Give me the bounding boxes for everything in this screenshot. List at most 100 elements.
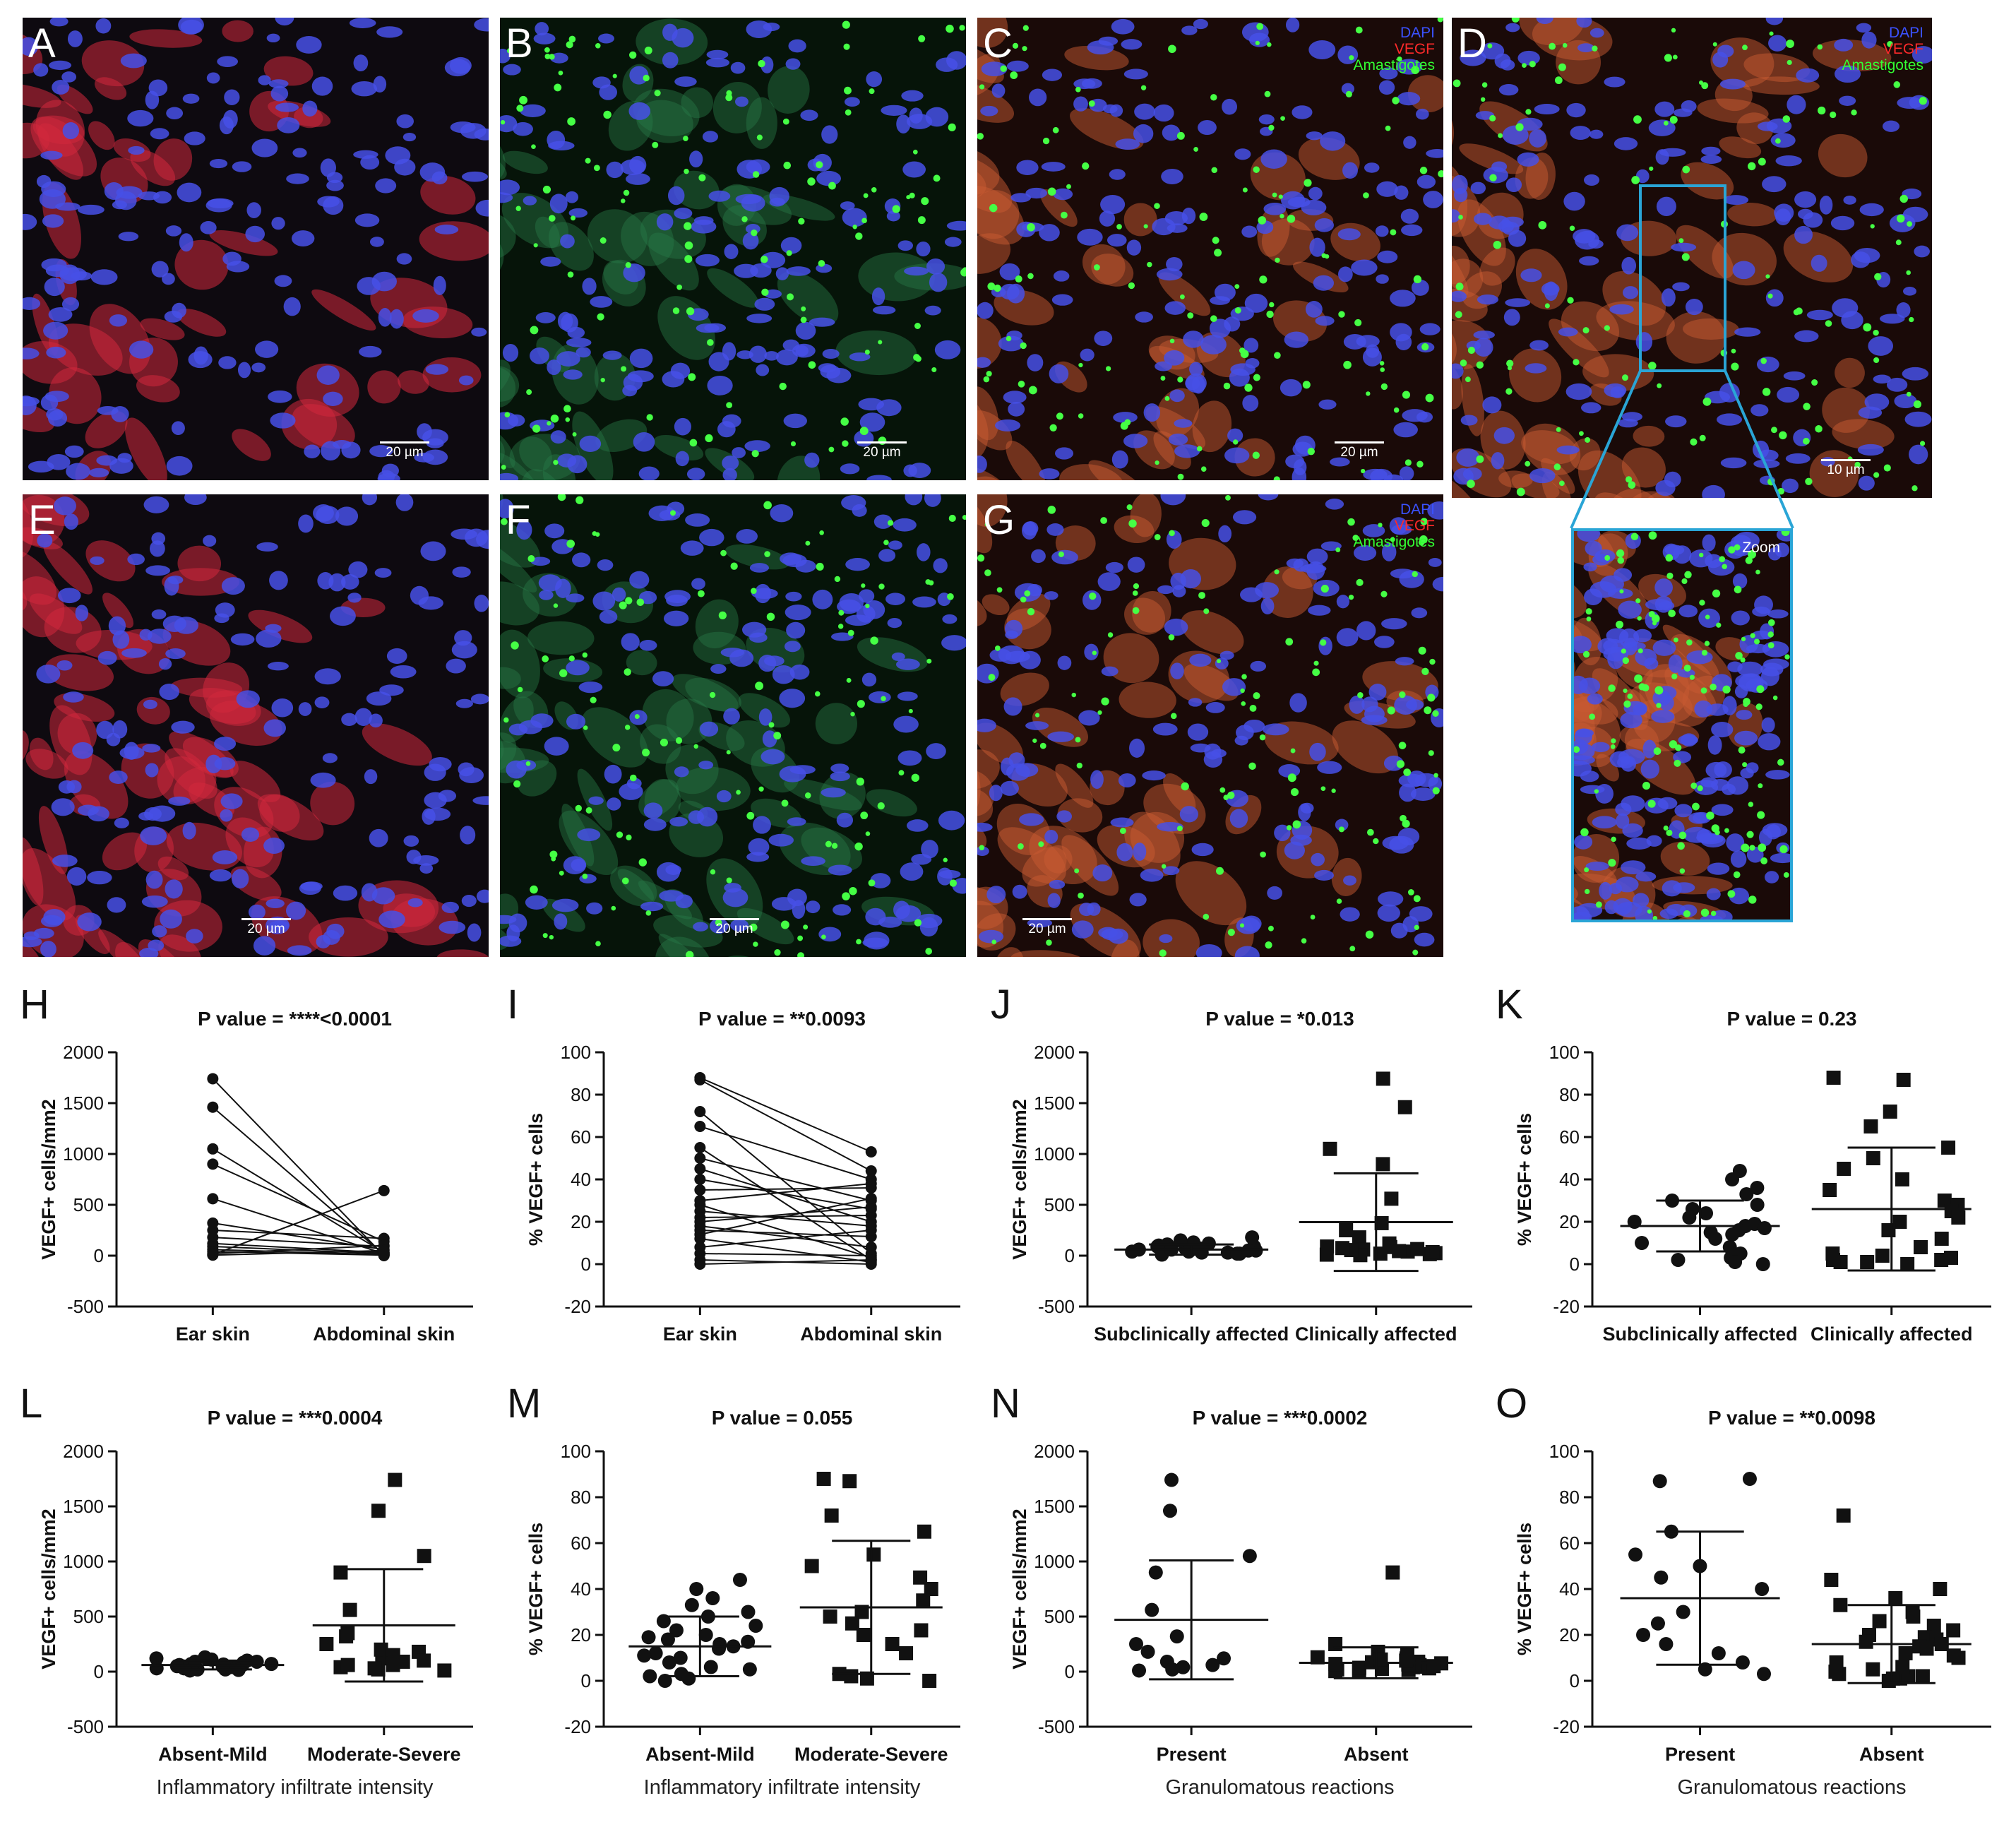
data-point xyxy=(1750,1198,1765,1212)
panel-letter-a: A xyxy=(28,20,56,66)
y-tick-label: -20 xyxy=(1553,1296,1580,1317)
legend-dapi: DAPI xyxy=(1400,501,1435,518)
data-point xyxy=(1164,1472,1179,1487)
data-point xyxy=(1140,1644,1155,1659)
y-tick-label: 60 xyxy=(571,1126,591,1148)
micrograph-panel-f: F 20 µm xyxy=(500,494,966,957)
chart-title: P value = **0.0098 xyxy=(1708,1407,1875,1429)
data-point xyxy=(824,1508,839,1523)
x-tick-label: Present xyxy=(1157,1744,1227,1765)
data-point xyxy=(1895,1172,1909,1186)
x-tick-label: Subclinically affected xyxy=(1094,1323,1289,1345)
y-tick-label: 0 xyxy=(94,1661,104,1682)
data-point xyxy=(741,1605,756,1619)
chart-i: I P value = **0.0093 -20 0 20 40 60 80 100 Ear sk… xyxy=(501,982,982,1374)
data-point xyxy=(916,1593,931,1608)
chart-j: J P value = *0.013 -500 0 500 1000 1500 2000 Sub… xyxy=(985,982,1493,1374)
scale-bar-label: 20 µm xyxy=(715,922,753,936)
data-point xyxy=(367,1661,382,1676)
data-point xyxy=(1906,1609,1921,1624)
data-point xyxy=(1728,1255,1743,1269)
chart-o: O P value = **0.0098 -20 0 20 40 60 80 100 Presen… xyxy=(1490,1381,2012,1822)
chart-svg: O P value = **0.0098 -20 0 20 40 60 80 100 Presen… xyxy=(1496,1381,1991,1799)
y-tick-label: 2000 xyxy=(1034,1441,1075,1462)
scale-bar: 20 µm xyxy=(380,441,429,460)
y-axis-label: % VEGF+ cells xyxy=(1514,1113,1535,1246)
data-point xyxy=(1892,1215,1907,1229)
data-point xyxy=(703,1660,718,1674)
y-tick-label: 80 xyxy=(1559,1084,1580,1105)
chart-title: P value = 0.055 xyxy=(712,1407,853,1429)
channel-legend: DAPI VEGF Amastigotes xyxy=(1353,25,1435,73)
y-tick-label: 40 xyxy=(571,1578,591,1600)
micrograph-panel-c: C DAPI VEGF Amastigotes 20 µm xyxy=(977,18,1443,480)
chart-letter: H xyxy=(20,982,49,1028)
data-point xyxy=(1914,1240,1928,1254)
data-point xyxy=(1400,1648,1414,1662)
data-point xyxy=(845,1616,859,1631)
data-point xyxy=(1650,1616,1665,1631)
chart-title: P value = *0.013 xyxy=(1205,1008,1354,1030)
data-point xyxy=(207,1193,219,1205)
scale-bar: 10 µm xyxy=(1821,459,1871,478)
x-tick-label: Subclinically affected xyxy=(1603,1323,1798,1345)
y-tick-label: -20 xyxy=(1553,1716,1580,1737)
legend-vegf: VEGF xyxy=(1394,518,1435,534)
data-point xyxy=(816,1472,831,1486)
data-point xyxy=(1310,1650,1325,1665)
data-point xyxy=(865,1210,877,1221)
data-point xyxy=(1708,1232,1723,1246)
chart-letter: N xyxy=(991,1381,1020,1427)
x-tick-label: Absent-Mild xyxy=(645,1744,755,1765)
data-point xyxy=(1828,1665,1843,1679)
micrograph-texture xyxy=(977,494,1443,957)
micrograph-texture xyxy=(977,18,1443,480)
data-point xyxy=(694,1153,706,1164)
chart-letter: O xyxy=(1496,1381,1527,1427)
y-tick-label: 2000 xyxy=(1034,1042,1075,1063)
chart-svg: H P value = ****<0.0001 -500 0 500 1000 1500 20… xyxy=(20,982,473,1345)
data-point xyxy=(641,1630,656,1645)
pair-line xyxy=(700,1253,871,1256)
data-point xyxy=(705,1591,720,1605)
data-point xyxy=(922,1674,937,1688)
data-point xyxy=(865,1165,877,1177)
x-tick-label: Moderate-Severe xyxy=(794,1744,948,1765)
micrograph-panel-d: D DAPI VEGF Amastigotes 10 µm xyxy=(1452,18,1932,498)
micrograph-panel-g: G DAPI VEGF Amastigotes 20 µm xyxy=(977,494,1443,957)
data-point xyxy=(1900,1257,1915,1271)
data-point xyxy=(698,1628,713,1642)
data-point xyxy=(1833,1597,1848,1612)
data-point xyxy=(1376,1071,1390,1086)
panel-letter-g: G xyxy=(983,497,1015,543)
data-point xyxy=(1328,1637,1343,1651)
pair-line xyxy=(699,1077,872,1153)
pair-line xyxy=(700,1206,871,1222)
x-tick-label: Clinically affected xyxy=(1811,1323,1973,1345)
data-point xyxy=(1323,1141,1337,1156)
scale-bar-line xyxy=(1022,918,1072,920)
x-axis-label: Inflammatory infiltrate intensity xyxy=(157,1776,434,1799)
channel-legend: DAPI VEGF Amastigotes xyxy=(1353,501,1435,550)
data-point xyxy=(865,1201,877,1213)
scale-bar: 20 µm xyxy=(857,441,907,460)
x-tick-label: Ear skin xyxy=(176,1323,250,1345)
data-point xyxy=(1883,1105,1897,1119)
data-point xyxy=(1654,1570,1669,1585)
chart-l: L P value = ***0.0004 -500 0 500 1000 1500 2000… xyxy=(14,1381,494,1822)
chart-svg: M P value = 0.055 -20 0 20 40 60 80 100 Absent-Mi… xyxy=(507,1381,960,1799)
y-tick-label: 1000 xyxy=(63,1551,104,1572)
pair-line xyxy=(700,1210,871,1227)
data-point xyxy=(1875,1249,1890,1263)
micrograph-panel-e: E 20 µm xyxy=(23,494,489,957)
scale-bar-label: 20 µm xyxy=(247,922,285,936)
data-point xyxy=(732,1573,747,1587)
y-tick-label: 100 xyxy=(1549,1441,1580,1462)
pair-line xyxy=(700,1225,871,1248)
data-point xyxy=(1383,1239,1397,1254)
y-tick-label: 0 xyxy=(1570,1670,1580,1691)
data-point xyxy=(913,1570,928,1585)
y-tick-label: 80 xyxy=(571,1084,591,1105)
data-point xyxy=(1176,1660,1191,1674)
data-point xyxy=(1242,1549,1257,1564)
